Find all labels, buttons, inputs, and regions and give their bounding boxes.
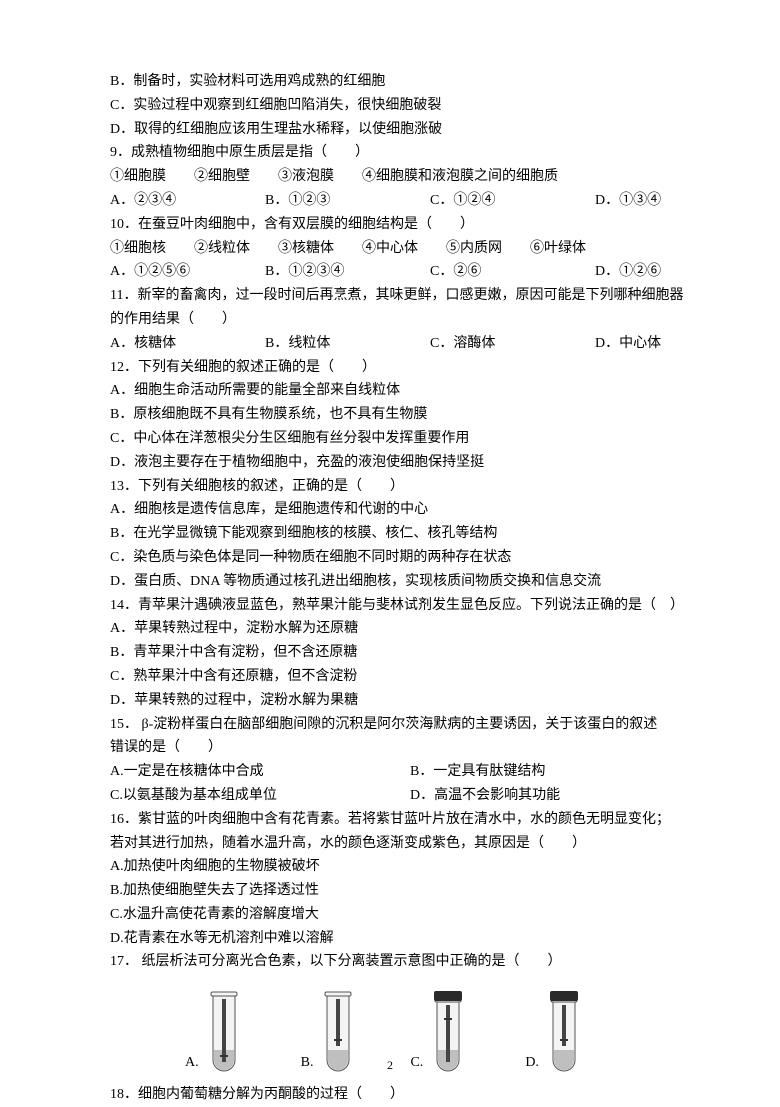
q13-stem: 13．下列有关细胞核的叙述，正确的是（ ） bbox=[110, 475, 685, 499]
q10-b: B．①②③④ bbox=[265, 260, 430, 284]
q10-c: C．②⑥ bbox=[430, 260, 595, 284]
q15-row1: A.一定是在核糖体中合成 B．一定具有肽键结构 bbox=[110, 760, 685, 784]
q10-stem: 10．在蚕豆叶肉细胞中，含有双层膜的细胞结构是（ ） bbox=[110, 213, 685, 237]
q10-a: A．①②⑤⑥ bbox=[110, 260, 265, 284]
q9-a: A．②③④ bbox=[110, 189, 265, 213]
q15-stem2: 错误的是（ ） bbox=[110, 736, 685, 760]
q10-d: D．①②⑥ bbox=[595, 260, 661, 284]
q15-stem1: 15． β-淀粉样蛋白在脑部细胞间隙的沉积是阿尔茨海默病的主要诱因，关于该蛋白的… bbox=[110, 713, 685, 737]
q13-d: D．蛋白质、DNA 等物质通过核孔进出细胞核，实现核质间物质交换和信息交流 bbox=[110, 570, 685, 594]
q16-stem2: 若对其进行加热，随着水温升高，水的颜色逐渐变成紫色，其原因是（ ） bbox=[110, 832, 685, 856]
q15-c: C.以氨基酸为基本组成单位 bbox=[110, 784, 410, 808]
q14-d: D．苹果转熟的过程中，淀粉水解为果糖 bbox=[110, 689, 685, 713]
q16-stem1: 16．紫甘蓝的叶肉细胞中含有花青素。若将紫甘蓝叶片放在清水中，水的颜色无明显变化… bbox=[110, 808, 685, 832]
q12-stem: 12．下列有关细胞的叙述正确的是（ ） bbox=[110, 356, 685, 380]
q13-b: B．在光学显微镜下能观察到细胞核的核膜、核仁、核孔等结构 bbox=[110, 522, 685, 546]
q11-d: D．中心体 bbox=[595, 332, 661, 356]
q14-b: B．青苹果汁中含有淀粉，但不含还原糖 bbox=[110, 641, 685, 665]
q12-c: C．中心体在洋葱根尖分生区细胞有丝分裂中发挥重要作用 bbox=[110, 427, 685, 451]
q17-stem: 17． 纸层析法可分离光合色素，以下分离装置示意图中正确的是（ ） bbox=[110, 950, 685, 974]
q12-a: A．细胞生命活动所需要的能量全部来自线粒体 bbox=[110, 379, 685, 403]
q14-stem: 14．青苹果汁遇碘液显蓝色，熟苹果汁能与斐林试剂发生显色反应。下列说法正确的是（… bbox=[110, 594, 685, 618]
q15-d: D．高温不会影响其功能 bbox=[410, 784, 560, 808]
q13-c: C．染色质与染色体是同一种物质在细胞不同时期的两种存在状态 bbox=[110, 546, 685, 570]
q8-opt-b: B．制备时，实验材料可选用鸡成熟的红细胞 bbox=[110, 70, 685, 94]
q15-row2: C.以氨基酸为基本组成单位 D．高温不会影响其功能 bbox=[110, 784, 685, 808]
q13-a: A．细胞核是遗传信息库，是细胞遗传和代谢的中心 bbox=[110, 498, 685, 522]
q10-options: A．①②⑤⑥ B．①②③④ C．②⑥ D．①②⑥ bbox=[110, 260, 685, 284]
q11-b: B．线粒体 bbox=[265, 332, 430, 356]
q16-c: C.水温升高使花青素的溶解度增大 bbox=[110, 903, 685, 927]
q15-a: A.一定是在核糖体中合成 bbox=[110, 760, 410, 784]
q10-items: ①细胞核 ②线粒体 ③核糖体 ④中心体 ⑤内质网 ⑥叶绿体 bbox=[110, 237, 685, 261]
q9-c: C．①②④ bbox=[430, 189, 595, 213]
page-number: 2 bbox=[0, 1055, 780, 1075]
q15-b: B．一定具有肽键结构 bbox=[410, 760, 545, 784]
q16-b: B.加热使细胞壁失去了选择透过性 bbox=[110, 879, 685, 903]
q9-options: A．②③④ B．①②③ C．①②④ D．①③④ bbox=[110, 189, 685, 213]
q9-stem: 9．成熟植物细胞中原生质层是指（ ） bbox=[110, 141, 685, 165]
q11-a: A．核糖体 bbox=[110, 332, 265, 356]
q9-items: ①细胞膜 ②细胞壁 ③液泡膜 ④细胞膜和液泡膜之间的细胞质 bbox=[110, 165, 685, 189]
q11-stem1: 11．新宰的畜禽肉，过一段时间后再烹煮，其味更鲜，口感更嫩，原因可能是下列哪种细… bbox=[110, 284, 685, 308]
q12-d: D．液泡主要存在于植物细胞中，充盈的液泡使细胞保持坚挺 bbox=[110, 451, 685, 475]
q8-opt-c: C．实验过程中观察到红细胞凹陷消失，很快细胞破裂 bbox=[110, 94, 685, 118]
q11-options: A．核糖体 B．线粒体 C．溶酶体 D．中心体 bbox=[110, 332, 685, 356]
q16-a: A.加热使叶肉细胞的生物膜被破坏 bbox=[110, 855, 685, 879]
q9-b: B．①②③ bbox=[265, 189, 430, 213]
q18-stem: 18．细胞内葡萄糖分解为丙酮酸的过程（ ） bbox=[110, 1083, 685, 1107]
q9-d: D．①③④ bbox=[595, 189, 661, 213]
q14-c: C．熟苹果汁中含有还原糖，但不含淀粉 bbox=[110, 665, 685, 689]
q11-stem2: 的作用结果（ ） bbox=[110, 308, 685, 332]
q12-b: B．原核细胞既不具有生物膜系统，也不具有生物膜 bbox=[110, 403, 685, 427]
q14-a: A．苹果转熟过程中，淀粉水解为还原糖 bbox=[110, 617, 685, 641]
q8-opt-d: D．取得的红细胞应该用生理盐水稀释，以使细胞涨破 bbox=[110, 118, 685, 142]
q16-d: D.花青素在水等无机溶剂中难以溶解 bbox=[110, 927, 685, 951]
q11-c: C．溶酶体 bbox=[430, 332, 595, 356]
